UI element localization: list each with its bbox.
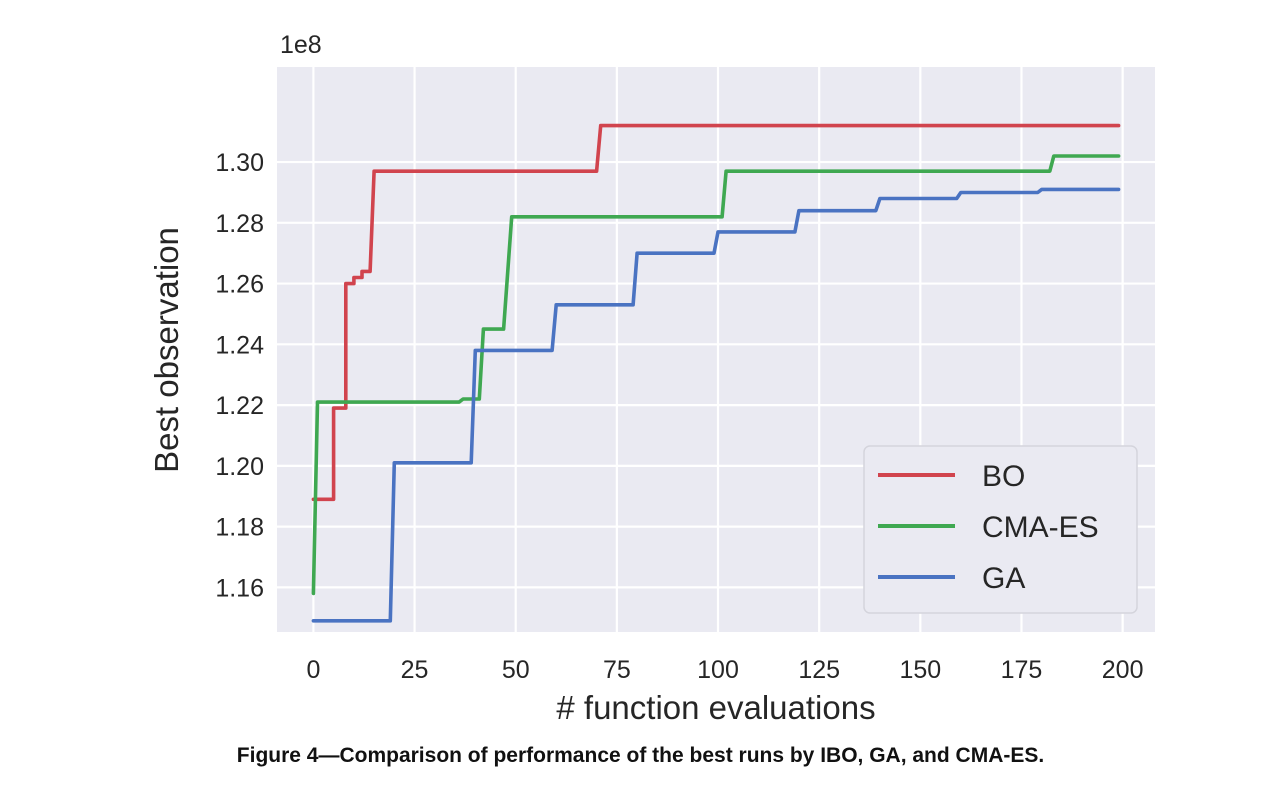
legend-label-ga: GA <box>982 562 1025 595</box>
x-tick-label: 200 <box>1102 656 1144 684</box>
legend-label-bo: BO <box>982 460 1025 493</box>
y-tick-label: 1.22 <box>215 392 264 420</box>
x-tick-label: 75 <box>603 656 631 684</box>
tick-labels: 0 25 50 75 100 125 150 175 200 1.16 1.18 1.20 1.22 1.… <box>215 149 1143 684</box>
legend-label-cma-es: CMA-ES <box>982 511 1099 544</box>
series-line-ga <box>311 187 1121 623</box>
y-axis-label: Best observation <box>148 227 185 473</box>
y-tick-label: 1.30 <box>215 149 264 177</box>
y-tick-label: 1.18 <box>215 514 264 542</box>
y-tick-label: 1.16 <box>215 574 264 602</box>
series-line-bo <box>311 123 1121 502</box>
legend: BO CMA-ES GA <box>863 445 1138 614</box>
figure-caption: Figure 4—Comparison of performance of th… <box>236 744 1045 767</box>
x-tick-label: 100 <box>697 656 739 684</box>
x-tick-label: 25 <box>401 656 429 684</box>
series-line-cma-es <box>311 154 1121 596</box>
series-lines <box>311 123 1121 623</box>
x-tick-label: 0 <box>306 656 320 684</box>
x-axis-label: # function evaluations <box>556 689 875 726</box>
legend-box <box>863 445 1138 614</box>
x-tick-label: 125 <box>798 656 840 684</box>
x-tick-label: 150 <box>899 656 941 684</box>
x-tick-label: 175 <box>1001 656 1043 684</box>
y-tick-label: 1.26 <box>215 271 264 299</box>
y-tick-label: 1.24 <box>215 331 264 359</box>
x-tick-label: 50 <box>502 656 530 684</box>
y-tick-label: 1.28 <box>215 210 264 238</box>
y-offset-label: 1e8 <box>280 31 322 59</box>
y-tick-label: 1.20 <box>215 453 264 481</box>
